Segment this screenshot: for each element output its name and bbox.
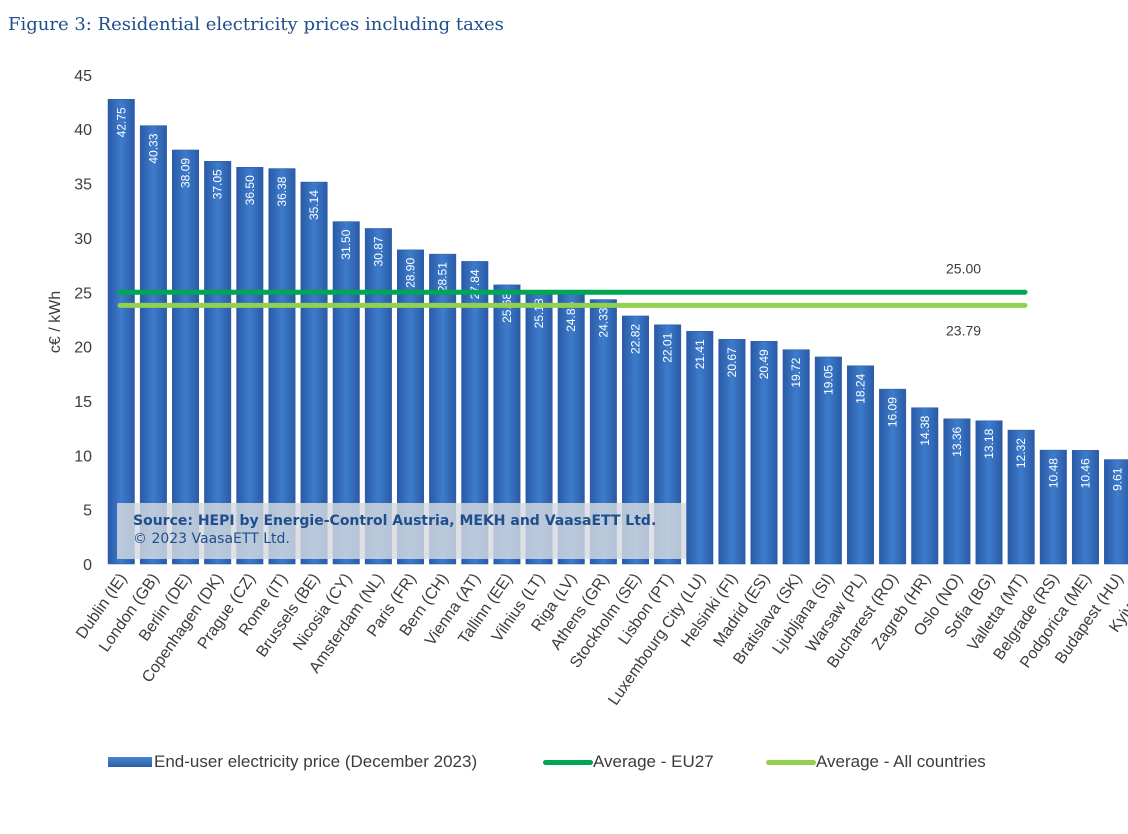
- bar: [236, 166, 264, 565]
- bar: [943, 418, 971, 565]
- bar-value-label: 27.84: [468, 269, 482, 299]
- bar: [1007, 429, 1035, 565]
- bar-value-label: 38.09: [179, 158, 193, 188]
- bar: [718, 339, 746, 565]
- y-axis: 0 5 10 15 20 25 30 35 40 45: [74, 68, 92, 574]
- y-tick-label: 15: [74, 394, 92, 411]
- bar: [204, 161, 232, 565]
- legend-swatch-bar: [108, 757, 152, 767]
- bar: [107, 99, 135, 565]
- bar-value-label: 22.01: [661, 332, 675, 362]
- all-countries-average-label: 23.79: [946, 322, 981, 338]
- bar-value-label: 18.24: [853, 373, 867, 403]
- bar-value-label: 13.18: [982, 428, 996, 458]
- y-tick-label: 45: [74, 68, 92, 85]
- bar: [268, 168, 296, 565]
- bar: [139, 125, 167, 565]
- copyright-text: © 2023 VaasaETT Ltd.: [133, 531, 290, 547]
- bar: [879, 388, 907, 565]
- bar-value-label: 42.75: [114, 107, 128, 137]
- bar-value-label: 10.48: [1046, 458, 1060, 488]
- bar-value-label: 36.38: [275, 176, 289, 206]
- legend-item-bars: End-user electricity price (December 202…: [108, 750, 477, 774]
- x-axis-labels: Dublin (IE)London (GB)Berlin (DE)Copenha…: [73, 571, 1128, 709]
- bar-value-label: 19.72: [789, 357, 803, 387]
- y-tick-label: 0: [83, 557, 92, 574]
- bar-value-label: 16.09: [886, 397, 900, 427]
- bar-value-label: 21.41: [693, 339, 707, 369]
- bar-value-label: 24.33: [596, 307, 610, 337]
- y-axis-label: c€ / kWh: [47, 291, 64, 353]
- bar-value-label: 40.33: [146, 133, 160, 163]
- eu27-average-label: 25.00: [946, 260, 981, 276]
- bar-value-label: 24.86: [564, 301, 578, 331]
- bar: [1071, 450, 1099, 565]
- bar-value-label: 20.49: [757, 349, 771, 379]
- bar-value-label: 12.32: [1014, 438, 1028, 468]
- bar-value-label: 14.38: [918, 415, 932, 445]
- y-tick-label: 35: [74, 177, 92, 194]
- y-tick-label: 40: [74, 122, 92, 139]
- bar-value-label: 31.50: [339, 229, 353, 259]
- source-text: Source: HEPI by Energie-Control Austria,…: [133, 513, 657, 529]
- legend-label-all: Average - All countries: [816, 752, 986, 771]
- bar-value-label: 37.05: [211, 169, 225, 199]
- average-lines: 25.00 23.79: [117, 260, 1028, 338]
- legend-label-bars: End-user electricity price (December 202…: [154, 752, 478, 771]
- legend-label-eu27: Average - EU27: [593, 752, 714, 771]
- bar-value-label: 13.36: [950, 426, 964, 456]
- bar: [846, 365, 874, 565]
- bar-value-label: 22.82: [628, 324, 642, 354]
- bar: [911, 407, 939, 565]
- bar-value-label: 35.14: [307, 190, 321, 220]
- bar: [300, 181, 328, 565]
- legend-swatch-eu27: [543, 759, 593, 765]
- legend-item-all: Average - All countries: [766, 750, 986, 774]
- bar-value-label: 10.46: [1078, 458, 1092, 488]
- bar-value-label: 25.18: [532, 298, 546, 328]
- legend-swatch-all: [766, 759, 816, 765]
- bar: [750, 341, 778, 565]
- y-tick-label: 20: [74, 340, 92, 357]
- bar: [814, 356, 842, 565]
- source-box: [117, 503, 686, 559]
- y-tick-label: 5: [83, 503, 92, 520]
- bar: [1104, 459, 1128, 565]
- figure-title: Figure 3: Residential electricity prices…: [8, 14, 504, 35]
- bar: [975, 420, 1003, 565]
- bar: [782, 349, 810, 565]
- bar-value-label: 28.90: [404, 258, 418, 288]
- bar-value-label: 19.05: [821, 365, 835, 395]
- legend-item-eu27: Average - EU27: [543, 750, 714, 774]
- bar-value-label: 36.50: [243, 175, 257, 205]
- bar-value-label: 30.87: [371, 236, 385, 266]
- bar: [686, 331, 714, 565]
- bar-value-label: 9.61: [1111, 467, 1125, 491]
- bar-value-label: 20.67: [725, 347, 739, 377]
- y-tick-label: 25: [74, 285, 92, 302]
- bar: [1039, 449, 1067, 565]
- y-tick-label: 10: [74, 448, 92, 465]
- y-tick-label: 30: [74, 231, 92, 248]
- bar-value-label: 28.51: [436, 262, 450, 292]
- bar: [172, 149, 200, 565]
